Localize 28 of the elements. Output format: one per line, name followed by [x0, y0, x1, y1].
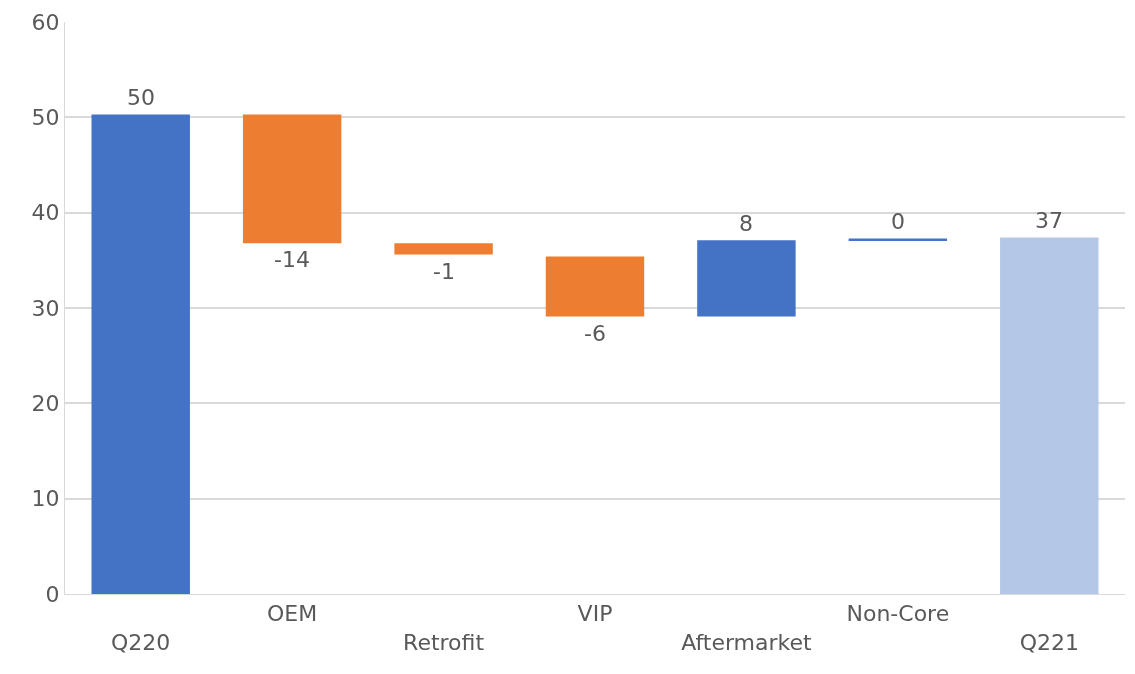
- y-tick-label: 0: [45, 581, 60, 607]
- bar: [848, 238, 948, 241]
- y-tick-label: 20: [31, 391, 60, 417]
- y-tick-label: 60: [31, 9, 60, 35]
- data-label: -14: [274, 247, 310, 272]
- data-label: -6: [584, 321, 606, 346]
- x-tick-label: Retrofit: [403, 630, 485, 655]
- data-label: 50: [127, 85, 155, 110]
- bar: [394, 243, 493, 255]
- bar: [1000, 237, 1099, 594]
- x-tick-label: Q221: [1019, 630, 1079, 655]
- y-tick-label: 30: [31, 295, 60, 321]
- y-tick-label: 40: [31, 200, 60, 226]
- data-label: 0: [891, 209, 905, 234]
- bar: [697, 240, 796, 317]
- data-label: -1: [433, 259, 455, 284]
- x-tick-label: OEM: [267, 601, 318, 627]
- bar: [91, 114, 190, 594]
- y-tick-label: 50: [31, 105, 60, 131]
- x-tick-label: Q220: [111, 630, 171, 655]
- bar: [545, 256, 645, 317]
- x-tick-label: Non-Core: [846, 601, 950, 627]
- data-label: 37: [1035, 208, 1063, 233]
- y-tick-label: 10: [31, 486, 60, 512]
- x-tick-label: VIP: [577, 601, 613, 627]
- bar: [242, 114, 342, 244]
- data-label: 8: [739, 211, 753, 236]
- x-tick-label: Aftermarket: [681, 630, 813, 655]
